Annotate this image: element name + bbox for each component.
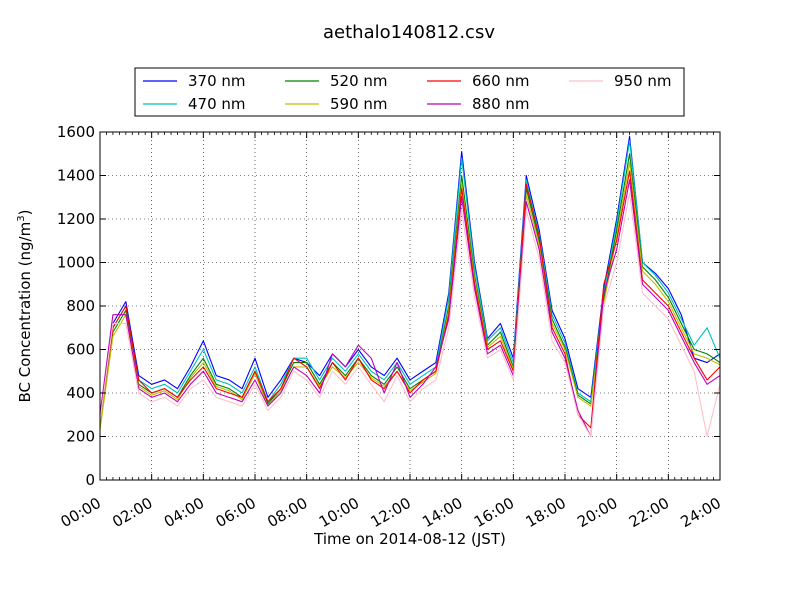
series-lines: [99, 135, 721, 438]
y-tick-label: 1000: [57, 254, 95, 272]
legend-label: 590 nm: [330, 95, 388, 113]
x-tick-label: 20:00: [574, 494, 620, 531]
legend-label: 370 nm: [188, 72, 246, 90]
x-tick-label: 14:00: [419, 494, 465, 531]
legend-label: 880 nm: [472, 95, 530, 113]
y-axis-label: BC Concentration (ng/m3): [16, 210, 34, 403]
series-line: [99, 135, 721, 424]
series-line: [99, 153, 721, 428]
series-line: [99, 140, 721, 426]
series-line: [99, 179, 721, 438]
x-tick-label: 04:00: [161, 494, 207, 531]
x-tick-label: 22:00: [626, 494, 672, 531]
y-tick-label: 600: [66, 341, 95, 359]
series-line: [99, 161, 721, 431]
x-tick-label: 18:00: [523, 494, 569, 531]
y-axis-label-suffix: ): [16, 210, 34, 216]
x-tick-label: 08:00: [264, 494, 310, 531]
x-tick-label: 24:00: [678, 494, 724, 531]
x-tick-labels: 00:00 02:00 04:00 06:00 08:00 10:00 12:00 14:00…: [58, 494, 724, 531]
y-tick-label: 1600: [57, 123, 95, 141]
chart-title: aethalo140812.csv: [323, 22, 495, 43]
y-tick-label: 1200: [57, 210, 95, 228]
y-tick-label: 400: [66, 384, 95, 402]
x-tick-label: 06:00: [213, 494, 259, 531]
x-tick-label: 16:00: [471, 494, 517, 531]
y-tick-label: 0: [85, 471, 95, 489]
y-tick-label: 1400: [57, 167, 95, 185]
series-line: [99, 170, 721, 429]
y-tick-label: 800: [66, 297, 95, 315]
series-line: [99, 192, 721, 438]
x-tick-label: 10:00: [316, 494, 362, 531]
x-tick-label: 00:00: [58, 494, 104, 531]
y-tick-label: 200: [66, 428, 95, 446]
legend-label: 950 nm: [614, 72, 672, 90]
x-tick-label: 02:00: [109, 494, 155, 531]
x-axis-label: Time on 2014-08-12 (JST): [313, 530, 506, 548]
y-axis-label-superscript: 3: [16, 215, 27, 221]
legend-label: 470 nm: [188, 95, 246, 113]
x-tick-label: 12:00: [368, 494, 414, 531]
y-axis-label-main: BC Concentration (ng/m: [16, 222, 34, 403]
y-tick-labels: 0 200 400 600 800 1000 1200 1400 1600: [57, 123, 95, 489]
legend-label: 520 nm: [330, 72, 388, 90]
legend-box: [134, 67, 685, 117]
legend: 370 nm 470 nm 520 nm 590 nm 660 nm 880 nm 950 …: [134, 67, 685, 117]
axis-ticks: [99, 131, 721, 481]
legend-label: 660 nm: [472, 72, 530, 90]
